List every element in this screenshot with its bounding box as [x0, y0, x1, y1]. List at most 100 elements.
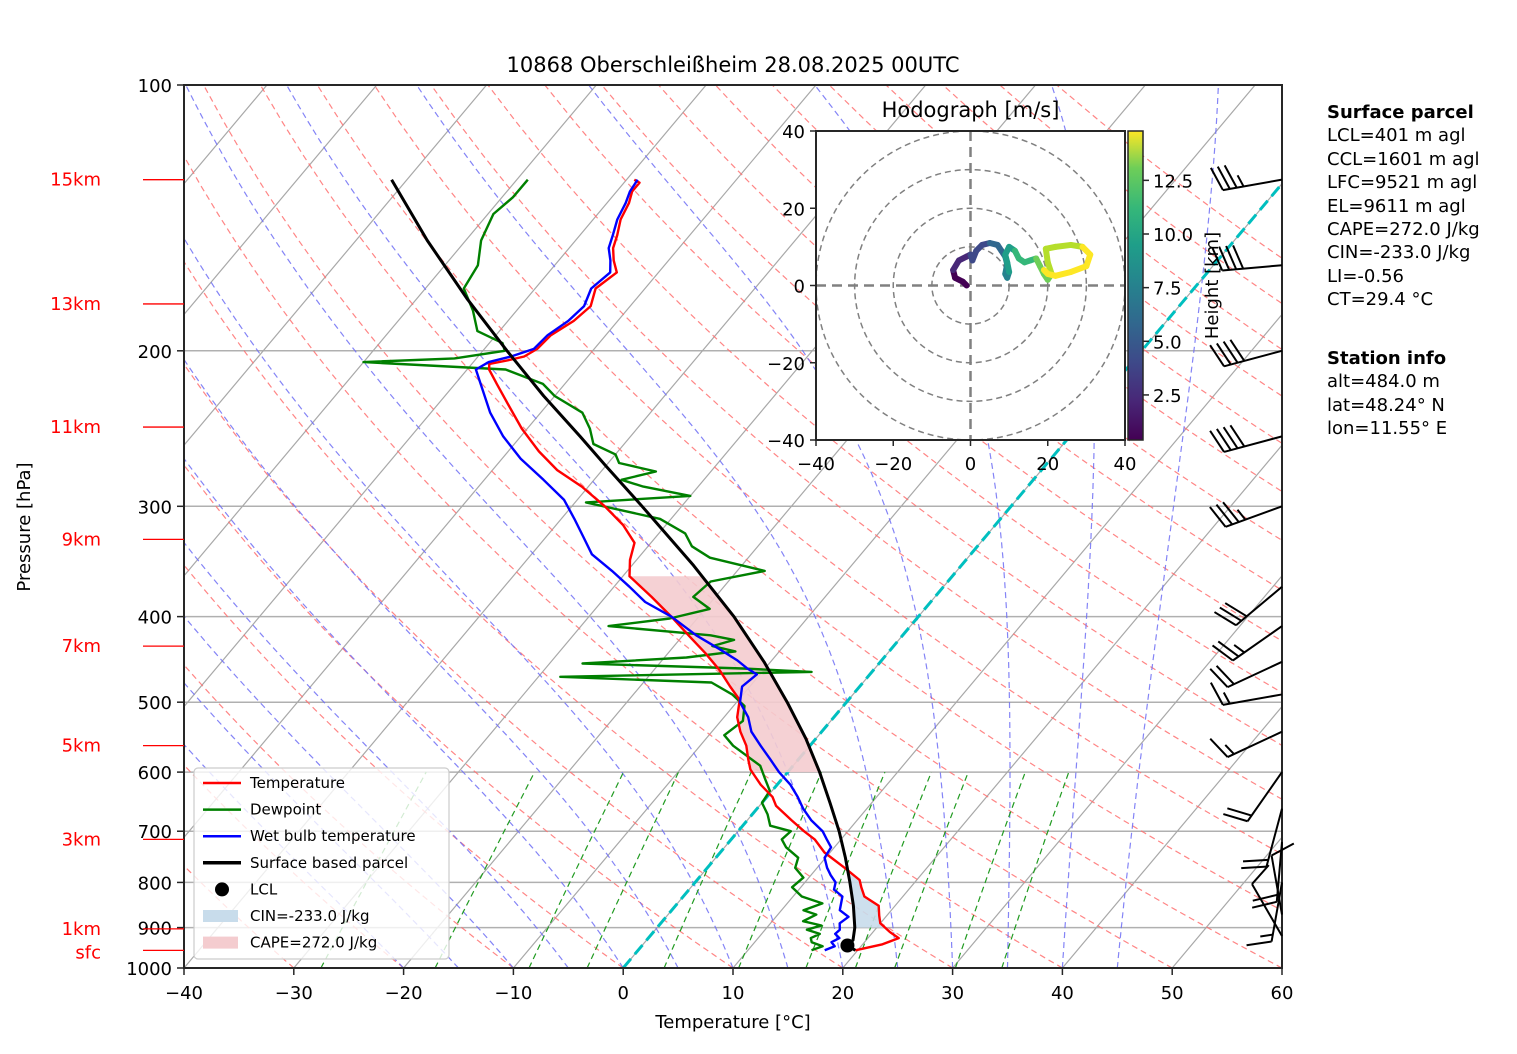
- y-tick-label: 500: [138, 693, 172, 714]
- barb-staff: [1223, 349, 1283, 368]
- dry-adiabat: [373, 85, 1282, 855]
- barb-flag: [1209, 506, 1227, 528]
- wind-barb: [1251, 864, 1283, 937]
- mixing-ratio-line: [434, 771, 536, 968]
- barb-flag: [1209, 738, 1229, 758]
- y-tick-label: 700: [138, 822, 172, 843]
- lcl-marker: [840, 938, 855, 953]
- legend-label: Dewpoint: [250, 801, 321, 819]
- mixing-ratio-line: [854, 771, 932, 968]
- barb-flag: [1232, 245, 1245, 270]
- barb-staff: [1232, 625, 1283, 662]
- mixing-ratio-line: [663, 771, 752, 968]
- barb-flag: [1229, 339, 1246, 362]
- x-axis-label: Temperature [°C]: [654, 1012, 810, 1033]
- colorbar-label: Height [km]: [1202, 232, 1223, 339]
- colorbar-tick-label: 7.5: [1153, 279, 1182, 300]
- barb-flag: [1252, 893, 1278, 902]
- barb-flag: [1216, 166, 1231, 190]
- x-tick-label: −40: [165, 983, 203, 1004]
- wind-barb: [1209, 501, 1283, 528]
- y-tick-label: 800: [138, 873, 172, 894]
- barb-staff: [1270, 882, 1283, 942]
- x-tick-label: 30: [941, 983, 964, 1004]
- barb-flag: [1217, 640, 1240, 658]
- height-marker-label: 15km: [50, 170, 101, 191]
- barb-flag: [1271, 842, 1295, 857]
- hodograph-y-tick-label: 40: [782, 122, 805, 143]
- surface-parcel-heading: Surface parcel: [1327, 102, 1474, 123]
- barb-staff: [1225, 505, 1283, 528]
- legend-entry: Surface based parcel: [203, 854, 408, 872]
- colorbar-tick-label: 2.5: [1153, 386, 1182, 407]
- barb-flag: [1209, 668, 1229, 688]
- dry-adiabat: [316, 85, 1282, 912]
- x-axis-ticks: −40 −30 −20 −10 0 10 20 30 40 50 60: [165, 968, 1293, 1004]
- wind-barb: [1209, 730, 1283, 758]
- station-info-line: alt=484.0 m: [1327, 371, 1440, 393]
- colorbar-tick-label: 10.0: [1153, 225, 1193, 246]
- height-marker-label: 1km: [62, 919, 101, 940]
- legend-label: LCL: [250, 880, 278, 898]
- mixing-ratio-line: [1001, 771, 1070, 968]
- barb-flag: [1216, 342, 1232, 366]
- x-tick-label: 40: [1051, 983, 1074, 1004]
- legend-label: CIN=-233.0 J/kg: [250, 907, 370, 925]
- mixing-ratio-line: [894, 771, 969, 968]
- surface-parcel-line: CAPE=272.0 J/kg: [1327, 219, 1480, 241]
- wind-barb: [1241, 808, 1283, 870]
- barb-flag: [1213, 611, 1237, 627]
- barb-flag: [1229, 424, 1246, 448]
- surface-parcel-line: LCL=401 m agl: [1327, 125, 1466, 147]
- dry-adiabat: [259, 85, 1282, 968]
- dry-adiabat: [203, 85, 1173, 968]
- legend: Temperature Dewpoint Wet bulb temperature S…: [193, 767, 450, 960]
- barb-staff: [1251, 883, 1283, 937]
- moist-adiabat: [184, 681, 459, 968]
- barb-flag: [1251, 864, 1270, 885]
- moist-adiabat: [184, 237, 734, 968]
- height-marker-label: 5km: [62, 736, 101, 757]
- surface-parcel-line: LFC=9521 m agl: [1327, 172, 1478, 194]
- barb-staff: [1222, 264, 1283, 272]
- barb-staff: [1270, 855, 1283, 915]
- colorbar: [1127, 130, 1144, 441]
- barb-flag: [1223, 813, 1248, 823]
- y-tick-label: 100: [138, 76, 172, 97]
- barb-flag: [1225, 245, 1238, 270]
- barb-flag: [1211, 644, 1234, 662]
- profiles: [362, 178, 900, 953]
- barb-half-flag: [1236, 174, 1245, 187]
- barb-staff: [1222, 693, 1283, 706]
- wind-barb: [1209, 682, 1283, 706]
- dry-adiabat: [184, 363, 844, 968]
- y-axis-label: Pressure [hPa]: [14, 462, 35, 591]
- hodograph-inset: −40−40 −20 −20 0 0 20 20 40 40 Hodograph [m/s] 2.5…: [767, 98, 1223, 475]
- legend-entry: LCL: [215, 880, 278, 898]
- barb-flag: [1223, 164, 1238, 189]
- cape-cin-fills: [629, 576, 885, 928]
- legend-label: Temperature: [249, 774, 345, 792]
- isotherm-line: [732, 313, 1282, 968]
- barb-staff: [1223, 435, 1283, 453]
- moist-adiabat: [184, 358, 679, 968]
- isotherm-line: [184, 85, 378, 316]
- isotherm-line: [952, 574, 1282, 968]
- station-info-heading: Station info: [1327, 348, 1447, 369]
- colorbar-tick-label: 12.5: [1153, 171, 1193, 192]
- hodograph-y-tick-label: 20: [782, 199, 805, 220]
- barb-staff: [1222, 178, 1283, 192]
- x-tick-label: −30: [275, 983, 313, 1004]
- y-tick-label: 1000: [126, 959, 172, 980]
- x-tick-label: 50: [1161, 983, 1184, 1004]
- moist-adiabat: [185, 85, 789, 968]
- hodograph-plot: [816, 131, 1125, 440]
- barb-staff: [1265, 808, 1283, 867]
- y-tick-label: 300: [138, 497, 172, 518]
- barb-flag: [1211, 246, 1224, 271]
- mixing-ratio-line: [954, 771, 1026, 968]
- barb-flag: [1222, 426, 1239, 449]
- isotherm-line: [184, 85, 487, 447]
- barb-flag: [1222, 341, 1239, 364]
